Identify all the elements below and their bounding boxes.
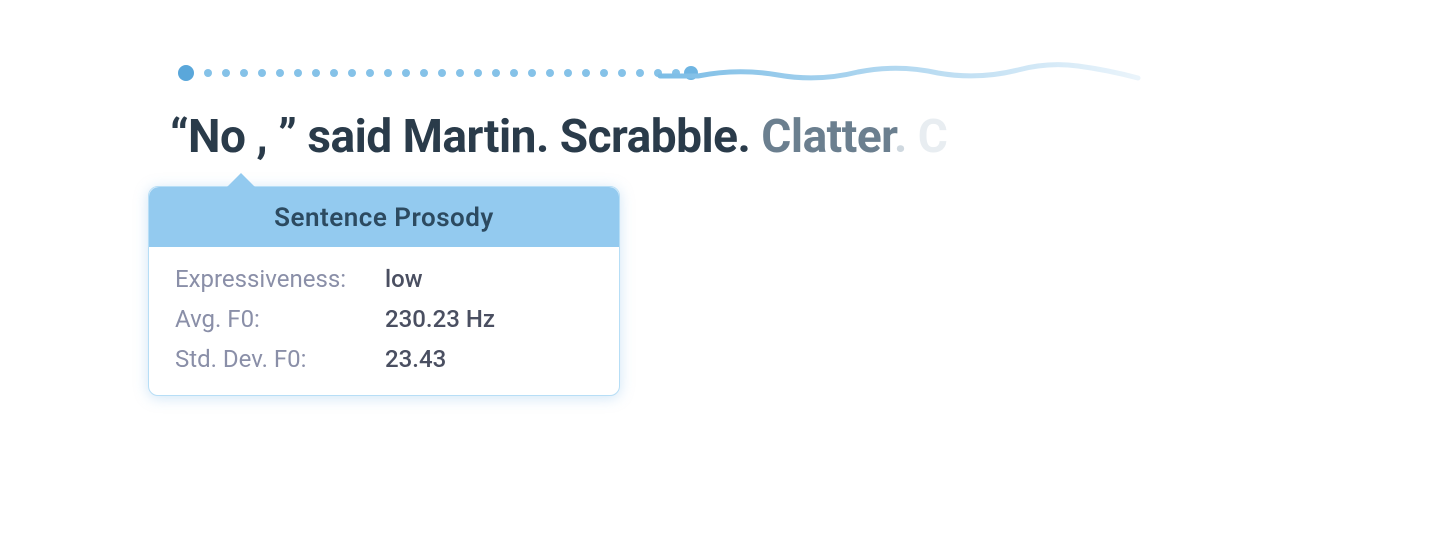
- metric-value: low: [385, 265, 593, 293]
- transcript-word[interactable]: Clatter: [761, 110, 894, 164]
- metric-label: Avg. F0:: [175, 305, 385, 333]
- tooltip-body: Expressiveness:lowAvg. F0:230.23 HzStd. …: [149, 247, 619, 395]
- sentence-prosody-tooltip: Sentence Prosody Expressiveness:lowAvg. …: [148, 186, 620, 396]
- transcript-word[interactable]: Scrabble.: [560, 110, 762, 164]
- transcript-word[interactable]: ”: [278, 110, 307, 164]
- metric-label: Expressiveness:: [175, 265, 385, 293]
- tooltip-title: Sentence Prosody: [149, 187, 619, 247]
- transcript-word[interactable]: said: [307, 110, 402, 164]
- playback-timeline[interactable]: [178, 58, 1178, 88]
- transcript-word[interactable]: C: [918, 110, 948, 164]
- metric-value: 23.43: [385, 345, 593, 373]
- transcript-word[interactable]: .: [894, 110, 918, 164]
- transcript-word[interactable]: Martin.: [403, 110, 560, 164]
- prosody-analysis-panel: “No , ” said Martin. Scrabble. Clatter. …: [0, 0, 1446, 538]
- pitch-contour: [178, 58, 1178, 88]
- transcript-line[interactable]: “No , ” said Martin. Scrabble. Clatter. …: [170, 110, 1270, 164]
- transcript-word[interactable]: ,: [245, 110, 278, 164]
- transcript-word[interactable]: “No: [170, 110, 245, 164]
- metric-value: 230.23 Hz: [385, 305, 593, 333]
- metric-label: Std. Dev. F0:: [175, 345, 385, 373]
- tooltip-arrow-icon: [227, 173, 255, 187]
